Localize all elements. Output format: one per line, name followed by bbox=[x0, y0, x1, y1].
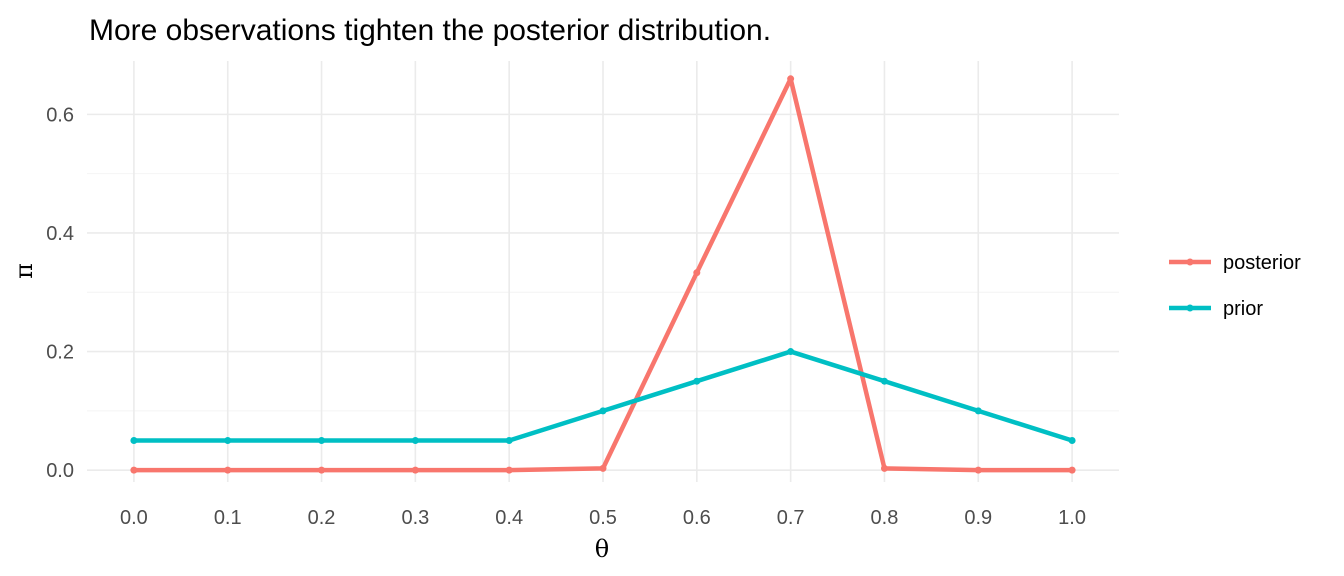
x-tick-label: 0.9 bbox=[964, 507, 992, 529]
x-tick-label: 0.5 bbox=[589, 507, 617, 529]
data-point-posterior bbox=[411, 466, 419, 474]
data-point-prior bbox=[693, 377, 701, 385]
x-tick-label: 0.0 bbox=[120, 507, 148, 529]
data-point-posterior bbox=[224, 466, 232, 474]
major-gridlines bbox=[87, 61, 1119, 482]
data-point-prior bbox=[880, 377, 888, 385]
data-point-prior bbox=[974, 407, 982, 415]
y-axis-title: π bbox=[10, 263, 38, 279]
x-tick-label: 0.4 bbox=[495, 507, 523, 529]
legend-label-prior: prior bbox=[1223, 298, 1263, 320]
x-tick-label: 0.3 bbox=[401, 507, 429, 529]
data-point-posterior bbox=[693, 269, 701, 277]
data-point-posterior bbox=[318, 466, 326, 474]
data-point-posterior bbox=[787, 75, 795, 83]
data-point-prior bbox=[787, 348, 795, 356]
data-point-posterior bbox=[880, 464, 888, 472]
x-axis-title: θ bbox=[595, 535, 609, 563]
x-tick-label: 0.2 bbox=[308, 507, 336, 529]
legend: posterior prior bbox=[1169, 252, 1301, 320]
data-point-prior bbox=[130, 436, 138, 444]
data-point-prior bbox=[318, 436, 326, 444]
series-layer bbox=[130, 75, 1076, 474]
data-point-posterior bbox=[974, 466, 982, 474]
x-tick-label: 1.0 bbox=[1058, 507, 1086, 529]
data-point-posterior bbox=[599, 464, 607, 472]
legend-label-posterior: posterior bbox=[1223, 252, 1301, 274]
data-point-prior bbox=[224, 436, 232, 444]
y-tick-label: 0.2 bbox=[46, 342, 74, 364]
x-tick-label: 0.1 bbox=[214, 507, 242, 529]
y-axis-tick-labels: 0.0 0.2 0.4 0.6 bbox=[46, 104, 74, 482]
y-tick-label: 0.4 bbox=[46, 223, 74, 245]
y-tick-label: 0.6 bbox=[46, 104, 74, 126]
data-point-posterior bbox=[130, 466, 138, 474]
legend-key-point-prior bbox=[1186, 304, 1194, 312]
data-point-posterior bbox=[1068, 466, 1076, 474]
x-tick-label: 0.7 bbox=[777, 507, 805, 529]
x-tick-label: 0.6 bbox=[683, 507, 711, 529]
data-point-prior bbox=[1068, 436, 1076, 444]
data-point-prior bbox=[505, 436, 513, 444]
x-tick-label: 0.8 bbox=[871, 507, 899, 529]
chart-title: More observations tighten the posterior … bbox=[89, 14, 771, 47]
x-axis-tick-labels: 0.0 0.1 0.2 0.3 0.4 0.5 0.6 0.7 0.8 0.9 1.0 bbox=[120, 507, 1086, 529]
data-point-posterior bbox=[505, 466, 513, 474]
legend-key-point-posterior bbox=[1186, 258, 1194, 266]
y-tick-label: 0.0 bbox=[46, 460, 74, 482]
data-point-prior bbox=[599, 407, 607, 415]
data-point-prior bbox=[411, 436, 419, 444]
